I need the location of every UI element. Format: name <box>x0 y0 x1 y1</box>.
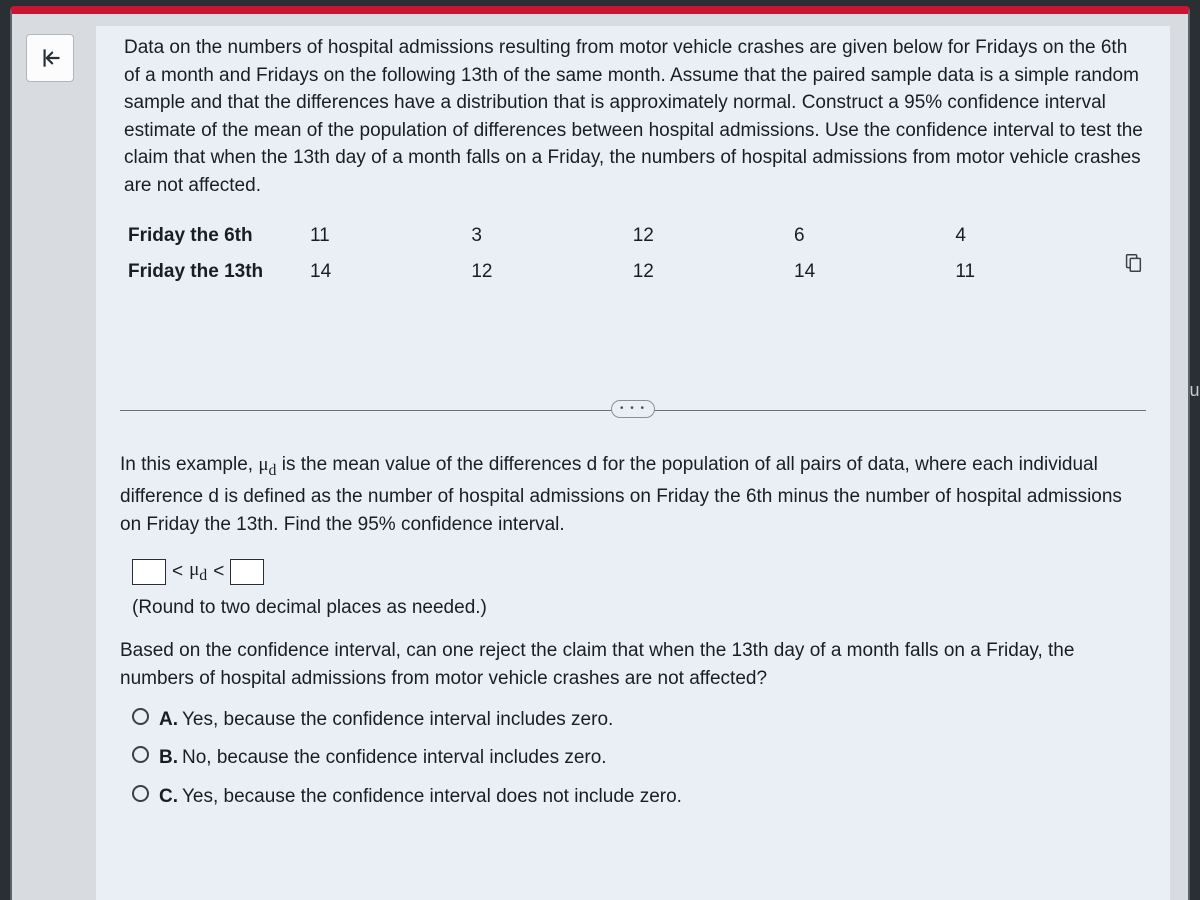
choice-letter: A. <box>159 709 178 730</box>
choice-letter: C. <box>159 786 178 807</box>
cutoff-text: unti <box>1189 380 1200 401</box>
problem-statement: Data on the numbers of hospital admissio… <box>124 34 1146 199</box>
cell: 12 <box>465 255 624 289</box>
rounding-note: (Round to two decimal places as needed.) <box>132 594 1146 622</box>
collapse-left-icon <box>37 45 63 71</box>
choice-c[interactable]: C.Yes, because the confidence interval d… <box>132 782 1146 811</box>
choice-b[interactable]: B.No, because the confidence interval in… <box>132 743 1146 772</box>
table-row: Friday the 13th 14 12 12 14 11 <box>122 255 1144 289</box>
choice-text: No, because the confidence interval incl… <box>182 747 607 768</box>
explanation-text: In this example, μd is the mean value of… <box>120 451 1146 538</box>
cell: 4 <box>949 219 1102 253</box>
cell: 11 <box>949 255 1102 289</box>
window-frame: Data on the numbers of hospital admissio… <box>10 6 1190 900</box>
ci-lower-input[interactable] <box>132 559 166 585</box>
cell: 11 <box>304 219 463 253</box>
choice-text: Yes, because the confidence interval inc… <box>182 709 613 730</box>
choice-letter: B. <box>159 747 178 768</box>
choice-a[interactable]: A.Yes, because the confidence interval i… <box>132 705 1146 734</box>
followup-question: Based on the confidence interval, can on… <box>120 637 1146 692</box>
cell: 14 <box>788 255 947 289</box>
question-panel: Data on the numbers of hospital admissio… <box>96 26 1170 900</box>
collapse-sidebar-button[interactable] <box>26 34 74 82</box>
data-table: Friday the 6th 11 3 12 6 4 Friday the 13… <box>120 217 1146 290</box>
choice-text: Yes, because the confidence interval doe… <box>182 786 682 807</box>
copy-icon[interactable] <box>1122 252 1144 274</box>
ci-upper-input[interactable] <box>230 559 264 585</box>
less-than: < <box>172 558 183 586</box>
cell: 6 <box>788 219 947 253</box>
radio-a[interactable] <box>132 708 149 725</box>
row-label: Friday the 6th <box>122 219 302 253</box>
table-row: Friday the 6th 11 3 12 6 4 <box>122 219 1144 253</box>
radio-c[interactable] <box>132 785 149 802</box>
cell: 3 <box>465 219 624 253</box>
less-than: < <box>213 558 224 586</box>
cell: 12 <box>627 255 786 289</box>
section-divider: • • • <box>120 410 1146 411</box>
row-label: Friday the 13th <box>122 255 302 289</box>
confidence-interval-input: < μd < <box>132 556 1146 588</box>
cell: 12 <box>627 219 786 253</box>
answer-choices: A.Yes, because the confidence interval i… <box>132 705 1146 811</box>
expand-dots-button[interactable]: • • • <box>611 400 655 418</box>
radio-b[interactable] <box>132 746 149 763</box>
cell: 14 <box>304 255 463 289</box>
mu-d-symbol: μd <box>189 556 207 588</box>
